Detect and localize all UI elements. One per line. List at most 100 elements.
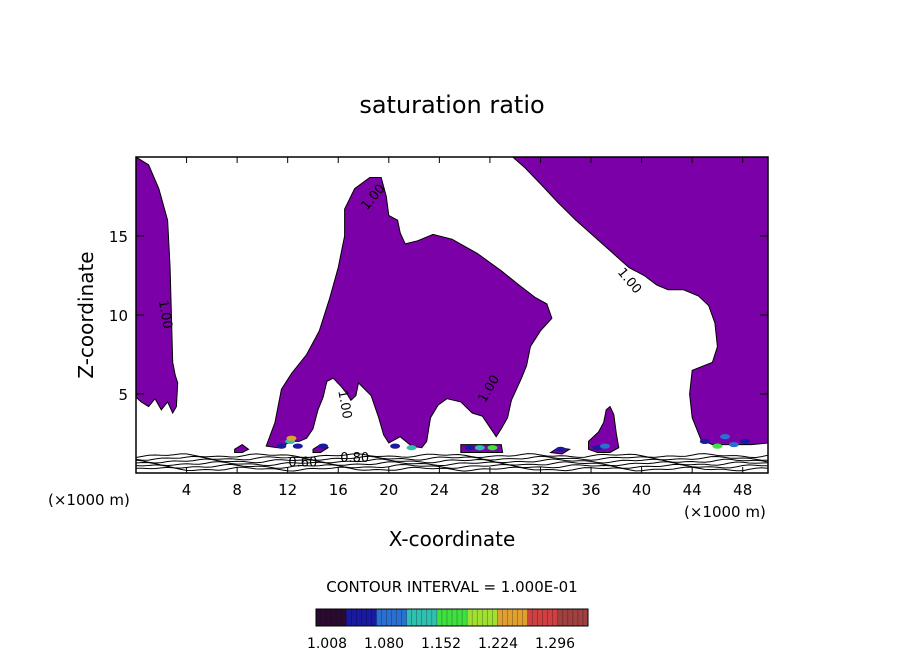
colorbar-stripe [567, 609, 574, 626]
contour-line [136, 453, 768, 459]
contour-line [136, 461, 768, 467]
contour-line [136, 455, 768, 461]
contour-label: 1.00 [155, 299, 175, 330]
x-tick-label: 8 [232, 481, 242, 499]
colorbar-frame [315, 608, 589, 627]
contour-line [136, 463, 768, 469]
region-left-column [136, 157, 179, 415]
region-right-anvil [511, 157, 768, 446]
colorbar-stripe [517, 609, 523, 626]
colorbar-stripe [316, 609, 322, 626]
colorbar-tick-label: 1.296 [535, 636, 575, 652]
colorbar-stripe [416, 609, 423, 626]
region-cell-36 [588, 405, 620, 453]
saturation-spot [487, 445, 498, 451]
region-central-cloud [265, 177, 553, 449]
colorbar-stripe [421, 609, 428, 626]
x-tick-label: 36 [581, 481, 600, 499]
colorbar-stripe [411, 609, 418, 626]
colorbar-stripe [522, 609, 528, 626]
colorbar-stripe [467, 609, 473, 626]
colorbar-stripe [436, 609, 443, 626]
colorbar-stripe [547, 609, 554, 626]
saturation-spot [555, 446, 566, 452]
colorbar-stripe [331, 609, 337, 626]
chart-title: saturation ratio [359, 91, 544, 119]
colorbar-tick-label: 1.080 [364, 636, 404, 652]
saturation-spot [390, 443, 401, 449]
colorbar-stripe [386, 609, 392, 626]
colorbar-stripe [482, 609, 488, 626]
colorbar-stripe [497, 609, 503, 626]
colorbar-stripe [406, 609, 413, 626]
y-tick-label: 5 [118, 386, 128, 404]
colorbar-stripe [542, 609, 549, 626]
colorbar-stripe [492, 609, 498, 626]
saturation-spot [728, 441, 739, 448]
saturation-spot [292, 443, 303, 449]
colorbar-tick-label: 1.152 [421, 636, 461, 652]
contour-label: 0.60 [288, 456, 317, 471]
saturation-spot [474, 445, 485, 451]
saturation-spot [740, 438, 751, 444]
colorbar-stripe [361, 609, 367, 626]
colorbar-stripe [577, 609, 584, 626]
colorbar-stripe [582, 609, 589, 626]
colorbar-stripe [336, 609, 342, 626]
saturation-spot [406, 445, 417, 451]
colorbar-stripe [431, 609, 438, 626]
colorbar-tick-label: 1.008 [307, 636, 347, 652]
contour-label: 1.00 [334, 389, 354, 420]
colorbar-stripe [426, 609, 433, 626]
colorbar-stripe [532, 609, 538, 626]
subsaturated-contours [136, 453, 768, 472]
x-axis-label: X-coordinate [389, 527, 516, 551]
colorbar-stripe [552, 609, 559, 626]
y-axis-label: Z-coordinate [74, 251, 98, 378]
x-tick-label: 44 [683, 481, 702, 499]
colorbar-stripe [507, 609, 513, 626]
colorbar-stripe [381, 609, 387, 626]
colorbar-stripe [457, 609, 463, 626]
colorbar-stripe [321, 609, 327, 626]
supersaturated-regions [136, 157, 768, 455]
contour-line [136, 458, 768, 464]
colorbar-stripe [441, 609, 448, 626]
colorbar-stripe [487, 609, 493, 626]
colorbar-stripe [477, 609, 483, 626]
colorbar-stripe [462, 609, 468, 626]
colorbar-stripe [401, 609, 407, 626]
plot-area [136, 157, 768, 472]
colorbar-stripe [326, 609, 332, 626]
x-tick-label: 40 [632, 481, 651, 499]
colorbar-stripe [527, 609, 533, 626]
x-tick-label: 20 [379, 481, 398, 499]
x-tick-label: 12 [278, 481, 297, 499]
saturation-spot [286, 435, 297, 441]
colorbar-stripe [366, 609, 372, 626]
x-unit-right: (×1000 m) [684, 503, 766, 521]
x-tick-label: 32 [531, 481, 550, 499]
colorbar-stripe [391, 609, 397, 626]
x-tick-label: 24 [430, 481, 449, 499]
contour-label: 0.80 [340, 451, 369, 466]
x-unit-left: (×1000 m) [48, 491, 130, 509]
y-axis-ticks: 5 10 15 [109, 228, 768, 404]
y-tick-label: 10 [109, 307, 128, 325]
saturation-spot [720, 434, 731, 440]
colorbar-stripe [351, 609, 357, 626]
x-tick-label: 4 [182, 481, 192, 499]
high-saturation-spots [276, 434, 751, 452]
saturation-spot [699, 438, 710, 444]
saturation-spot [276, 443, 287, 449]
x-axis-ticks: 4 8 12 16 20 24 28 32 36 40 44 48 [182, 157, 752, 499]
colorbar-stripe [346, 609, 352, 626]
colorbar-stripe [396, 609, 402, 626]
colorbar-stripe [341, 609, 347, 626]
saturation-spot [712, 443, 723, 449]
colorbar: 1.008 1.080 1.152 1.224 1.296 [307, 608, 589, 652]
colorbar-stripe [446, 609, 453, 626]
region-base-blob-1 [234, 443, 250, 453]
colorbar-stripe [472, 609, 478, 626]
y-tick-label: 15 [109, 228, 128, 246]
